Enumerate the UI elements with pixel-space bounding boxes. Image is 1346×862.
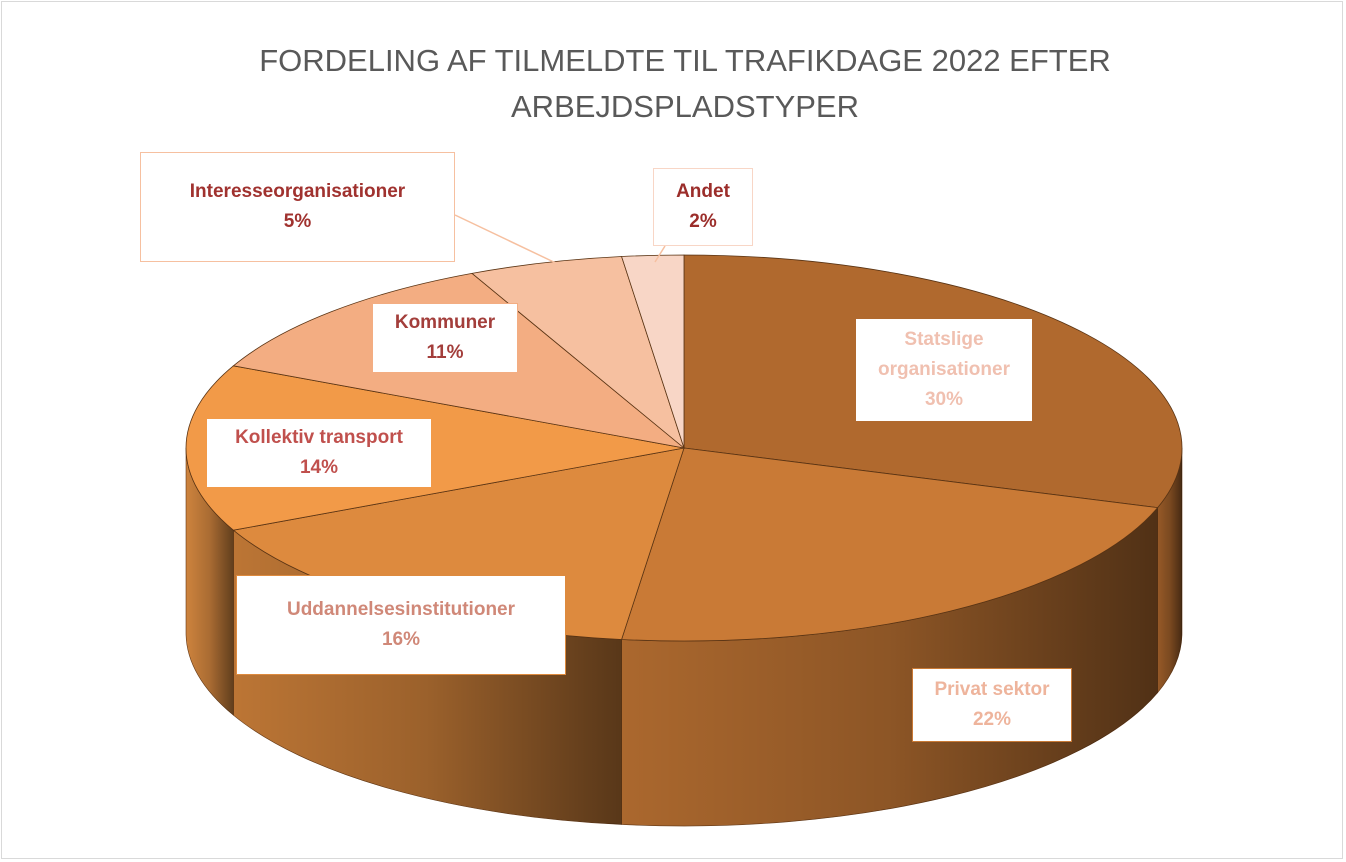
- label-category: Kommuner: [394, 312, 496, 333]
- label-category: Kollektiv transport: [235, 427, 403, 448]
- data-label: Interesseorganisationer 5%: [140, 152, 455, 262]
- slice-side-shade: [621, 507, 1158, 826]
- label-value: 30%: [924, 389, 964, 410]
- data-label: Privat sektor 22%: [912, 668, 1072, 742]
- data-label: Kollektiv transport 14%: [206, 418, 432, 488]
- leader-line: [454, 214, 561, 266]
- slice: [185, 365, 685, 531]
- label-value: 14%: [299, 457, 339, 478]
- slice-side-shade: [186, 448, 234, 716]
- chart-title: FORDELING AF TILMELDTE TIL TRAFIKDAGE 20…: [259, 43, 1111, 124]
- slice: [471, 256, 685, 450]
- label-category: Privat sektor: [934, 679, 1050, 700]
- label-category: Interesseorganisationer: [189, 181, 406, 202]
- label-value: 2%: [689, 211, 717, 232]
- data-label: Andet 2%: [653, 168, 753, 246]
- label-category: Andet: [676, 181, 730, 202]
- data-label: Kommuner 11%: [372, 303, 518, 373]
- leader-line: [654, 245, 666, 263]
- label-value: 5%: [283, 211, 312, 232]
- slice: [621, 447, 1159, 642]
- data-label: Statslige organisationer 30%: [855, 318, 1033, 422]
- label-value: 22%: [972, 709, 1012, 730]
- label-category: Statslige organisationer: [878, 329, 1010, 380]
- slice: [621, 254, 685, 449]
- data-label: Uddannelsesinstitutioner 16%: [236, 575, 566, 675]
- label-category: Uddannelsesinstitutioner: [286, 599, 516, 620]
- label-value: 11%: [426, 342, 464, 363]
- slice-side-shade: [1157, 448, 1182, 693]
- label-value: 16%: [381, 629, 421, 650]
